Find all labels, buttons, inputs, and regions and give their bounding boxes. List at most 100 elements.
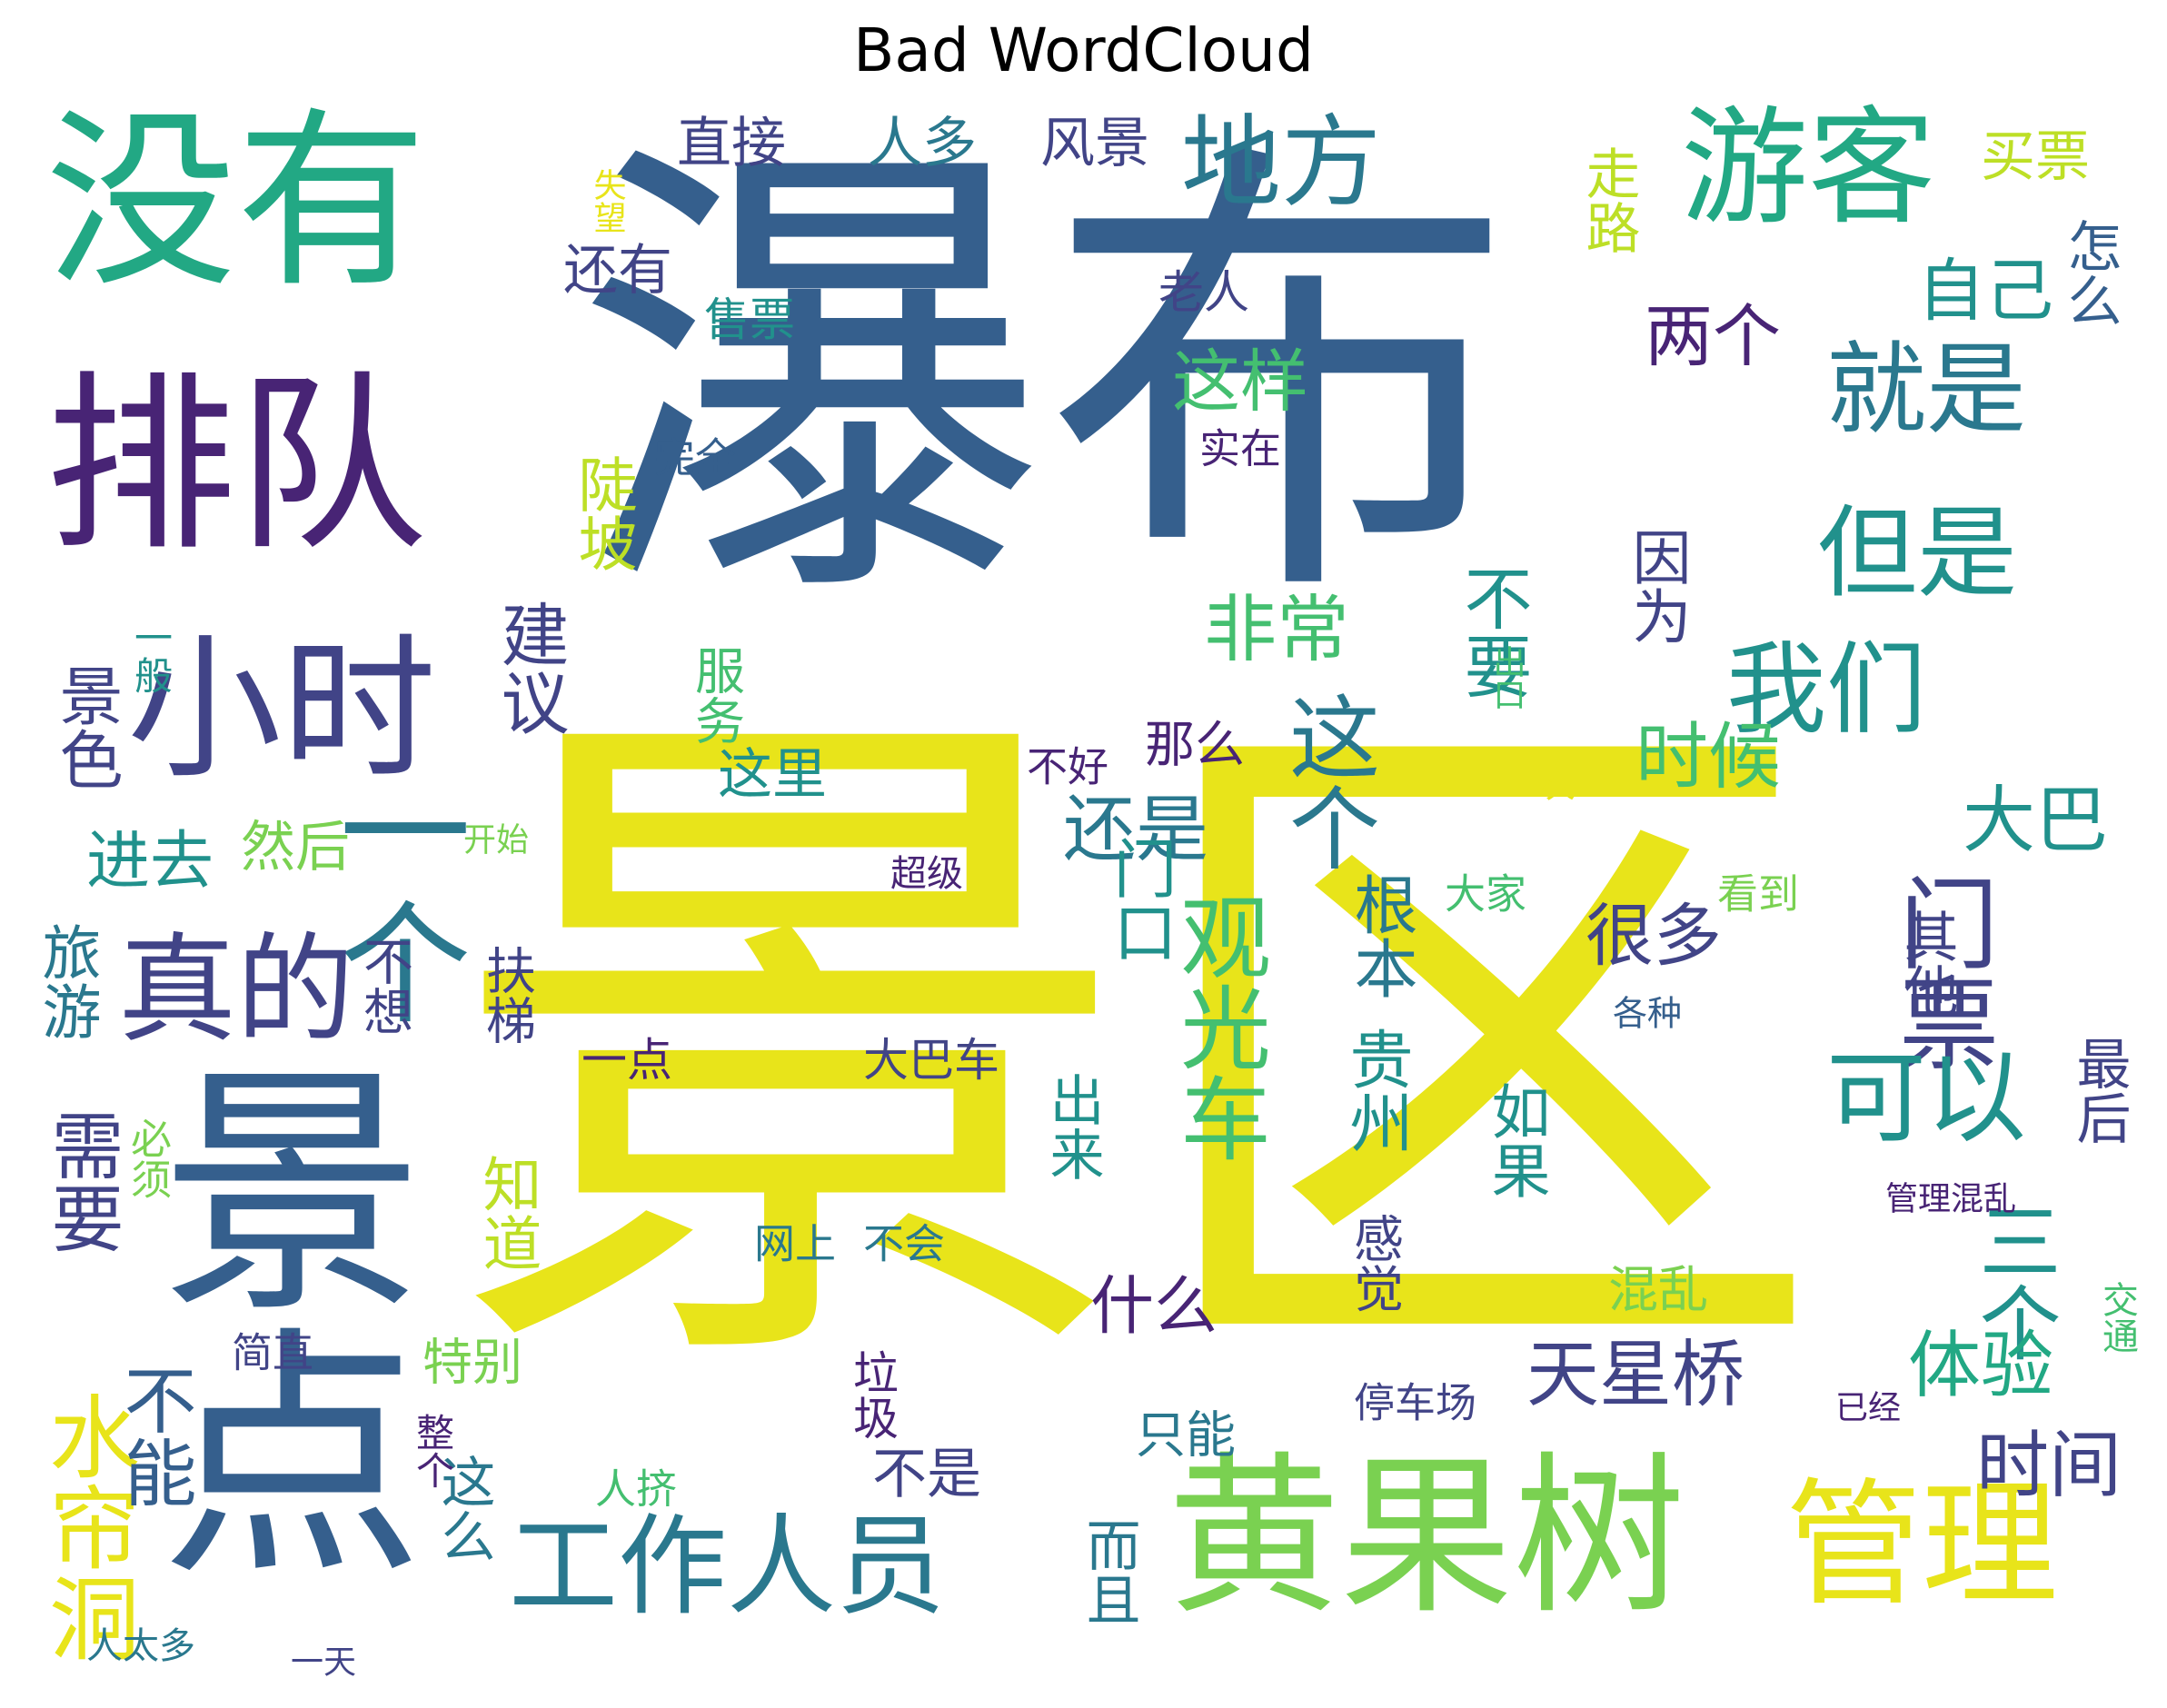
word-89: 停车场 (1354, 1379, 1476, 1427)
word-6: 黄果树 (1168, 1436, 1685, 1637)
word-93: 不是 (872, 1443, 981, 1506)
word-32: 建议 (490, 600, 570, 736)
word-19: 这个 (1274, 690, 1380, 872)
word-82: 网上 (754, 1220, 836, 1268)
word-26: 非常 (1204, 587, 1349, 671)
word-76: 如果 (1481, 1081, 1549, 1199)
word-63: 旅游 (32, 922, 101, 1040)
word-37: 因为 (1622, 527, 1690, 645)
word-35: 自己 (1917, 251, 2053, 331)
word-18: 观光车 (1165, 890, 1271, 1163)
word-22: 天星桥 (1526, 1332, 1745, 1416)
word-79: 知道 (472, 1154, 541, 1272)
word-50: 实在 (1199, 425, 1281, 473)
word-46: 老人 (1158, 266, 1249, 319)
word-11: 但是 (1817, 495, 2017, 611)
word-84: 混乱 (1608, 1260, 1708, 1318)
word-7: 小时 (127, 621, 436, 800)
word-91: 交通 (2096, 1281, 2138, 1354)
word-3: 排队 (45, 354, 427, 577)
word-80: 感觉 (1346, 1213, 1404, 1313)
word-58: 一般 (129, 618, 174, 694)
word-27: 还是 (1063, 787, 1208, 871)
word-68: 大家 (1445, 870, 1526, 919)
word-88: 垃圾 (846, 1349, 899, 1440)
word-51: 服务 (687, 645, 745, 745)
word-64: 不想 (355, 936, 413, 1036)
word-16: 工作人员 (509, 1504, 945, 1631)
word-12: 我们 (1726, 631, 1926, 748)
word-95: 而且 (1077, 1517, 1140, 1626)
word-0: 瀑布 (572, 104, 1517, 655)
word-73: 一点 (582, 1034, 672, 1087)
word-85: 什么 (1090, 1269, 1218, 1344)
word-34: 两个 (1645, 296, 1781, 376)
word-77: 出来 (1040, 1072, 1104, 1181)
word-8: 一个 (316, 763, 470, 1027)
word-24: 需要 (40, 1108, 124, 1254)
word-31: 很多 (1585, 896, 1722, 976)
word-65: 扶梯 (478, 945, 536, 1045)
word-81: 管理混乱 (1885, 1181, 2016, 1218)
word-72: 各种 (1613, 993, 1682, 1033)
word-21: 水帘洞 (34, 1390, 140, 1663)
word-60: 然后 (241, 816, 350, 879)
word-38: 陡坡 (568, 454, 636, 572)
word-52: 这里 (718, 743, 827, 807)
word-49: 完全 (654, 434, 736, 482)
word-17: 管理 (1785, 1466, 2058, 1624)
word-10: 就是 (1826, 332, 2026, 448)
word-5: 游客 (1681, 94, 1935, 243)
figure-title: Bad WordCloud (853, 15, 1314, 85)
word-43: 走路 (1576, 145, 1640, 254)
word-14: 可以 (1826, 1040, 2026, 1157)
word-29: 体验 (1908, 1323, 2053, 1407)
word-42: 风景 (1040, 112, 1149, 175)
word-62: 超级 (890, 853, 963, 895)
word-56: 一次 (1499, 761, 1576, 806)
word-1: 景区 (445, 650, 1826, 1453)
word-69: 看到 (1717, 870, 1799, 919)
word-47: 售票 (704, 293, 795, 346)
word-53: 那么 (1145, 715, 1245, 773)
word-75: 贵州 (1339, 1027, 1414, 1154)
word-45: 怎么 (2058, 218, 2122, 327)
word-41: 人多 (868, 112, 977, 175)
word-66: 门口 (1103, 836, 1178, 963)
word-74: 大巴车 (863, 1034, 999, 1087)
word-94: 这么 (432, 1454, 495, 1563)
word-55: 出口 (1488, 645, 1526, 710)
word-90: 已经 (1835, 1390, 1901, 1427)
word-71: 最后 (2067, 1036, 2131, 1145)
word-4: 景点 (115, 1054, 422, 1581)
word-59: 进去 (86, 824, 214, 899)
word-30: 时间 (1976, 1423, 2122, 1507)
word-97: 人挤 (595, 1465, 677, 1514)
word-23: 大巴 (1963, 778, 2108, 862)
word-86: 特别 (422, 1333, 522, 1391)
word-44: 买票 (1981, 125, 2090, 189)
word-54: 不好 (1027, 743, 1108, 791)
word-40: 直接 (677, 112, 786, 175)
word-15: 真的 (118, 920, 354, 1058)
word-20: 三个 (1965, 1199, 2061, 1363)
word-33: 这样 (1172, 342, 1308, 422)
word-61: 开始 (463, 822, 529, 859)
word-87: 简直 (232, 1329, 313, 1377)
word-83: 不会 (863, 1220, 945, 1268)
word-13: 门票 (1882, 872, 1998, 1072)
word-9: 地方 (1181, 104, 1381, 221)
word-99: 一天 (291, 1644, 356, 1682)
word-25: 不能 (113, 1363, 197, 1508)
word-70: 其他 (1894, 909, 1958, 1018)
word-28: 时候 (1635, 714, 1781, 799)
word-48: 失望 (589, 168, 626, 233)
word-92: 只能 (1136, 1405, 1236, 1464)
word-67: 根本 (1344, 872, 1418, 999)
word-78: 必须 (124, 1117, 172, 1199)
word-39: 还有 (563, 239, 672, 303)
word-57: 景色 (49, 663, 124, 790)
word-36: 不要 (1453, 563, 1533, 700)
